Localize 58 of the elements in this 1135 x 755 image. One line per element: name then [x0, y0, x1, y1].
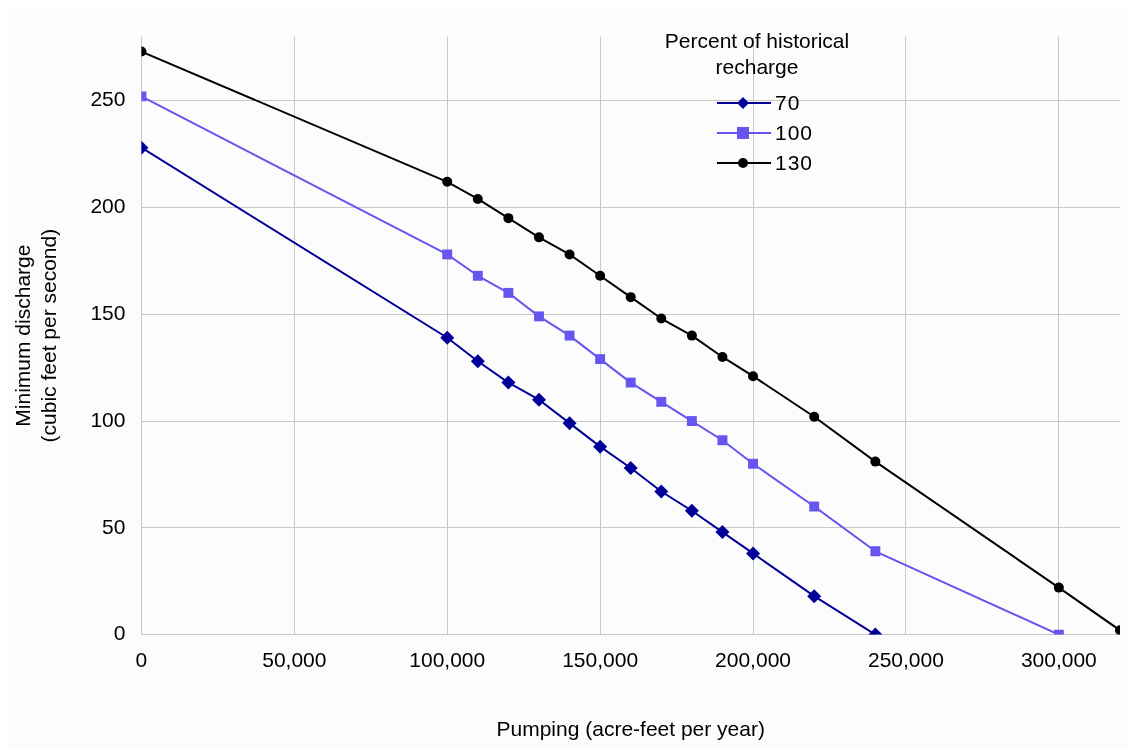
point — [442, 176, 453, 187]
legend-label: 100 — [775, 121, 814, 145]
x-tick-label: 100,000 — [409, 648, 486, 671]
point — [564, 330, 575, 341]
point — [472, 193, 483, 204]
point — [625, 377, 636, 388]
x-axis-title: Pumping (acre-feet per year) — [496, 717, 765, 741]
y-tick-label: 150 — [90, 301, 126, 325]
point — [746, 546, 761, 561]
point — [442, 249, 453, 260]
y-tick-label: 50 — [102, 514, 126, 538]
point — [654, 484, 669, 499]
legend-title: Percent of historical recharge — [663, 28, 851, 80]
point — [717, 351, 728, 362]
point — [533, 232, 544, 243]
point — [564, 249, 575, 260]
point — [501, 375, 516, 390]
x-tick-label: 0 — [135, 648, 148, 671]
point — [531, 392, 546, 407]
point — [656, 313, 667, 324]
point — [809, 411, 820, 422]
legend-label: 130 — [775, 151, 814, 175]
point — [717, 435, 728, 446]
point — [472, 270, 483, 281]
point — [625, 292, 636, 303]
x-tick-label: 150,000 — [562, 648, 639, 671]
point — [656, 396, 667, 407]
point — [686, 416, 697, 426]
x-tick-label: 300,000 — [1020, 648, 1097, 671]
point — [748, 458, 758, 469]
point — [595, 354, 606, 365]
y-tick-label: 250 — [90, 87, 126, 111]
x-tick-label: 250,000 — [867, 648, 944, 671]
y-axis-title: Minimum discharge (cubic feet per second) — [11, 228, 60, 443]
point — [503, 287, 514, 298]
point — [593, 439, 608, 454]
point — [807, 589, 822, 604]
point — [503, 213, 514, 224]
point — [623, 461, 638, 476]
point — [748, 371, 759, 382]
point — [562, 416, 577, 431]
point — [470, 354, 485, 369]
point — [440, 330, 455, 345]
point — [684, 503, 699, 518]
point — [1053, 582, 1064, 593]
legend-label: 70 — [775, 91, 801, 115]
x-tick-label: 200,000 — [715, 648, 791, 671]
point — [870, 456, 881, 467]
point — [595, 270, 606, 281]
x-tick-label: 50,000 — [262, 648, 327, 671]
point — [715, 525, 730, 540]
y-tick-label: 200 — [90, 194, 126, 218]
y-tick-label: 0 — [113, 621, 126, 645]
point — [534, 311, 544, 322]
point — [870, 546, 881, 557]
point — [809, 501, 820, 512]
y-tick-label: 100 — [90, 407, 126, 431]
point — [686, 330, 697, 341]
